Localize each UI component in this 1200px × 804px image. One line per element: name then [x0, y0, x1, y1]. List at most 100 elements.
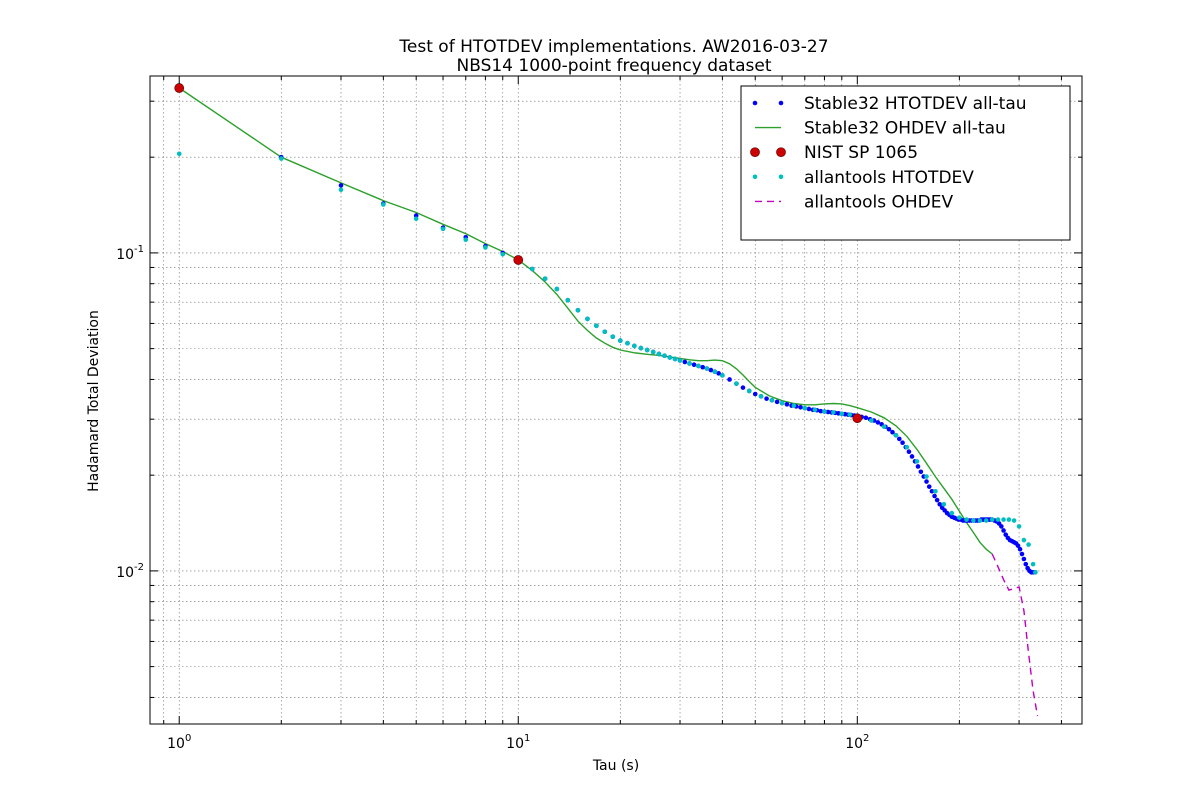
- data-point: [708, 367, 714, 373]
- data-point: [971, 518, 976, 523]
- data-point: [638, 345, 644, 351]
- data-point: [1015, 543, 1021, 549]
- x-axis-label: Tau (s): [592, 758, 639, 774]
- data-point: [769, 397, 775, 403]
- legend-label: Stable32 OHDEV all-tau: [804, 119, 1006, 139]
- data-point: [989, 517, 995, 522]
- data-point: [875, 420, 881, 425]
- data-point: [941, 501, 947, 507]
- data-point: [886, 426, 892, 432]
- y-tick-label: 10-2: [116, 562, 144, 581]
- data-point: [1023, 561, 1029, 567]
- data-point: [650, 349, 656, 355]
- data-point: [764, 396, 769, 401]
- legend-label: Stable32 HTOTDEV all-tau: [804, 94, 1027, 114]
- data-point: [610, 334, 616, 340]
- data-point: [575, 307, 581, 313]
- data-point: [995, 517, 1001, 522]
- x-tick-label: 100: [167, 733, 191, 752]
- data-point: [644, 347, 650, 353]
- data-point: [869, 418, 874, 423]
- plot-frame: [149, 75, 1083, 725]
- data-point: [513, 255, 524, 265]
- legend-swatch: [778, 174, 784, 180]
- data-point: [918, 469, 924, 475]
- data-point: [740, 385, 746, 390]
- data-point: [529, 266, 535, 272]
- series-4: [991, 553, 1039, 717]
- data-point: [900, 440, 905, 446]
- data-point: [999, 524, 1004, 529]
- data-point: [909, 454, 915, 459]
- data-point: [774, 399, 780, 405]
- legend-swatch: [750, 147, 760, 158]
- data-point: [667, 355, 673, 360]
- data-point: [381, 202, 386, 207]
- chart-subtitle: NBS14 1000-point frequency dataset: [456, 56, 771, 76]
- data-point: [1019, 551, 1025, 557]
- data-point: [1021, 537, 1027, 543]
- data-point: [926, 484, 932, 489]
- data-point: [933, 488, 938, 494]
- axis-ticks: 100 101 102 10-2 10-1: [116, 76, 1082, 752]
- data-point: [687, 361, 692, 366]
- data-point: [791, 403, 797, 408]
- legend-entry: NIST SP 1065: [750, 143, 918, 163]
- y-tick-label: 10-1: [116, 244, 144, 263]
- data-point: [929, 488, 935, 494]
- data-point: [863, 415, 869, 421]
- data-point: [696, 363, 701, 369]
- legend-entry: allantools OHDEV: [755, 192, 954, 212]
- data-point: [677, 358, 683, 363]
- data-point: [700, 364, 706, 370]
- legend-label: allantools OHDEV: [804, 192, 954, 212]
- legend-swatch: [776, 147, 786, 158]
- data-point: [914, 459, 920, 464]
- data-point: [934, 497, 940, 503]
- data-point: [1030, 561, 1036, 567]
- series-1: [178, 87, 993, 555]
- data-point: [1011, 518, 1017, 523]
- x-tick-label: 102: [845, 733, 869, 752]
- plot-series: [174, 83, 1039, 717]
- legend-swatch: [778, 100, 784, 106]
- data-point: [672, 356, 678, 362]
- data-point: [964, 517, 969, 522]
- data-point: [565, 297, 571, 303]
- data-point: [924, 474, 929, 479]
- data-point: [625, 340, 630, 346]
- legend-swatch: [752, 100, 758, 106]
- data-point: [1021, 556, 1027, 562]
- data-point: [924, 479, 929, 484]
- data-point: [1017, 546, 1023, 552]
- data-point: [881, 424, 887, 430]
- data-point: [1026, 542, 1031, 547]
- data-point: [632, 343, 637, 349]
- data-point: [839, 411, 845, 417]
- data-point: [1016, 524, 1022, 529]
- data-point: [712, 369, 718, 375]
- series-2: [174, 83, 863, 424]
- data-point: [852, 413, 863, 424]
- data-point: [656, 351, 662, 357]
- data-point: [758, 394, 764, 399]
- legend-swatch: [752, 174, 758, 180]
- data-point: [746, 388, 752, 394]
- data-point: [174, 83, 185, 93]
- data-point: [720, 373, 725, 378]
- data-point: [691, 362, 697, 368]
- data-point: [798, 404, 803, 410]
- data-point: [983, 518, 989, 523]
- data-point: [440, 226, 446, 232]
- data-point: [338, 183, 344, 188]
- data-point: [822, 409, 827, 414]
- data-point: [890, 429, 895, 435]
- data-point: [906, 449, 912, 455]
- data-point: [682, 359, 688, 365]
- data-point: [812, 407, 818, 413]
- data-point: [818, 408, 824, 414]
- data-point: [1006, 517, 1012, 522]
- data-point: [463, 237, 469, 243]
- data-point: [176, 151, 182, 157]
